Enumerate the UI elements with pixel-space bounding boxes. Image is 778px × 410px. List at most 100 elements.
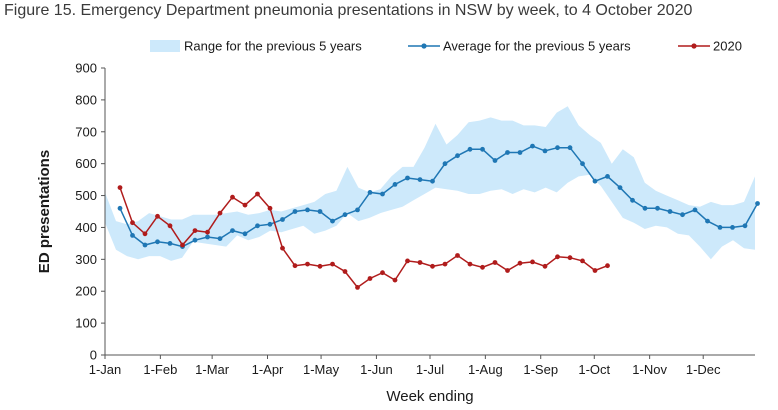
- data-point: [217, 210, 223, 216]
- data-point: [605, 174, 610, 179]
- data-point: [292, 263, 298, 269]
- data-point: [317, 209, 323, 214]
- y-axis-title: ED presentations: [36, 150, 53, 273]
- data-point: [117, 205, 123, 211]
- data-point: [542, 148, 548, 154]
- data-point: [355, 207, 360, 213]
- data-point: [292, 209, 298, 214]
- data-point: [392, 182, 398, 187]
- y-tick-label: 200: [75, 284, 97, 299]
- legend-range-label: Range for the previous 5 years: [184, 39, 362, 54]
- data-point: [492, 158, 498, 163]
- data-point: [117, 185, 123, 191]
- x-tick-label: 1-Sep: [523, 362, 558, 377]
- data-point: [255, 191, 260, 197]
- data-point: [167, 241, 173, 246]
- data-point: [342, 212, 348, 218]
- data-point: [455, 253, 460, 258]
- x-ticks: 1-Jan 1-Feb 1-Mar 1-Apr 1-May 1-Jun 1-Jul 1-Aug…: [89, 355, 721, 377]
- legend-average-swatch: [408, 43, 440, 49]
- data-point: [280, 217, 285, 222]
- data-point: [517, 150, 523, 155]
- data-point: [405, 175, 410, 181]
- y-tick-label: 300: [75, 252, 97, 267]
- data-point: [567, 255, 573, 261]
- data-point: [617, 185, 623, 191]
- data-point: [467, 261, 473, 267]
- data-point: [205, 229, 210, 235]
- data-point: [505, 268, 510, 273]
- data-point: [330, 261, 335, 267]
- data-point: [717, 225, 723, 230]
- data-point: [230, 194, 235, 200]
- y-tick-label: 900: [75, 61, 97, 76]
- data-point: [192, 237, 198, 243]
- y-tick-label: 100: [75, 316, 97, 331]
- data-point: [430, 263, 435, 269]
- data-point: [667, 209, 673, 214]
- data-point: [542, 263, 548, 269]
- data-point: [480, 264, 485, 270]
- data-point: [205, 234, 210, 240]
- series-line: [119, 145, 759, 248]
- y-tick-label: 800: [75, 92, 97, 107]
- data-point: [680, 212, 685, 218]
- x-tick-label: 1-Jul: [416, 362, 444, 377]
- data-point: [555, 145, 560, 151]
- data-point: [705, 218, 710, 224]
- y-tick-label: 500: [75, 188, 97, 203]
- legend-average-label: Average for the previous 5 years: [443, 39, 631, 54]
- data-point: [555, 254, 560, 260]
- data-point: [242, 231, 248, 237]
- data-point: [255, 223, 260, 229]
- data-point: [417, 177, 423, 183]
- x-axis-title: Week ending: [386, 388, 473, 405]
- data-point: [592, 178, 598, 184]
- x-tick-label: 1-Apr: [252, 362, 284, 377]
- y-tick-label: 0: [90, 348, 97, 363]
- series-layer: [117, 143, 760, 290]
- data-point: [580, 258, 585, 264]
- data-point: [130, 220, 135, 226]
- legend-2020-swatch: [678, 43, 710, 49]
- y-tick-label: 600: [75, 156, 97, 171]
- data-point: [405, 258, 410, 264]
- data-point: [380, 270, 385, 276]
- data-point: [280, 245, 285, 251]
- data-point: [630, 197, 635, 203]
- data-point: [230, 228, 235, 234]
- x-tick-label: 1-May: [303, 362, 340, 377]
- data-point: [567, 145, 573, 151]
- data-point: [655, 205, 660, 211]
- x-tick-label: 1-Jun: [360, 362, 393, 377]
- data-point: [155, 213, 160, 219]
- data-point: [180, 242, 185, 248]
- data-point: [467, 146, 473, 152]
- data-point: [155, 239, 160, 245]
- data-point: [442, 161, 448, 167]
- x-tick-label: 1-Jan: [89, 362, 122, 377]
- y-tick-label: 700: [75, 124, 97, 139]
- data-point: [755, 201, 760, 206]
- data-point: [442, 261, 448, 267]
- data-point: [730, 225, 735, 230]
- x-tick-label: 1-Oct: [578, 362, 610, 377]
- data-point: [305, 207, 310, 213]
- data-point: [480, 146, 485, 152]
- legend-2020-marker: [691, 43, 697, 49]
- y-ticks: 0 100 200 300 400 500 600 700 800 900: [75, 61, 105, 363]
- data-point: [367, 190, 373, 195]
- x-tick-label: 1-Aug: [468, 362, 503, 377]
- legend-average-marker: [421, 43, 427, 49]
- series-line: [119, 187, 608, 289]
- data-point: [305, 261, 310, 267]
- data-point: [392, 277, 398, 283]
- data-point: [217, 236, 223, 242]
- data-point: [417, 260, 423, 265]
- data-point: [742, 223, 748, 229]
- data-point: [142, 242, 148, 248]
- legend: Range for the previous 5 years Average f…: [150, 39, 742, 54]
- x-tick-label: 1-Dec: [686, 362, 721, 377]
- data-point: [192, 228, 198, 234]
